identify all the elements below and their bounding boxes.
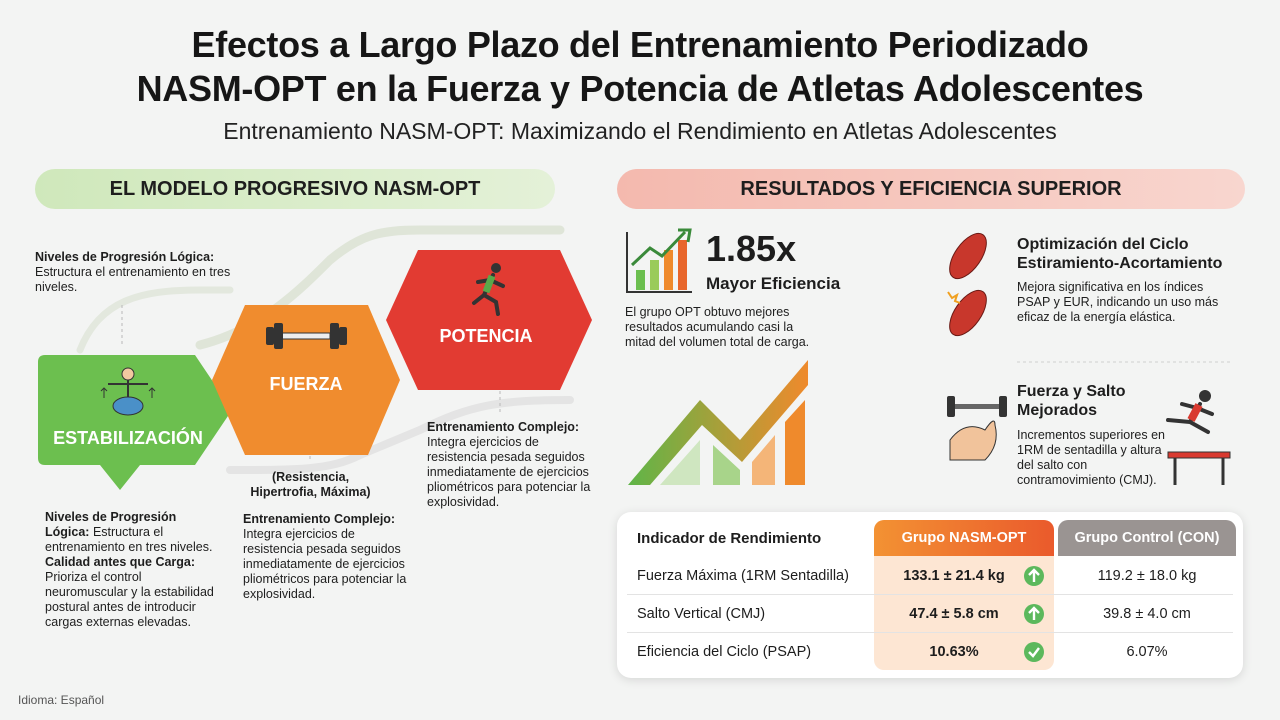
note-text: Estructura el entrenamiento en tres nive… xyxy=(35,265,231,294)
status-icons xyxy=(1024,566,1044,662)
table-header: Indicador de Rendimiento xyxy=(637,529,822,547)
row-divider xyxy=(627,594,1233,595)
title-line: NASM-OPT en la Fuerza y Potencia de Atle… xyxy=(136,68,1144,109)
note-text: Integra ejercicios de resistencia pesada… xyxy=(427,435,591,509)
feature-text: Incrementos superiores en 1RM de sentadi… xyxy=(1017,428,1165,487)
table-cell: 47.4 ± 5.8 cm xyxy=(909,606,999,622)
title-line: Efectos a Largo Plazo del Entrenamiento … xyxy=(191,24,1089,65)
table-cell: 119.2 ± 18.0 kg xyxy=(1097,568,1197,584)
table-cell: 133.1 ± 21.4 kg xyxy=(903,568,1005,584)
note-label: Calidad antes que Carga: xyxy=(45,555,196,569)
note-text: Integra ejercicios de resistencia pesada… xyxy=(243,527,407,601)
header-bg xyxy=(874,520,1054,556)
table-header: Grupo NASM-OPT xyxy=(901,530,1027,546)
row-divider xyxy=(627,632,1233,633)
table-cell: 10.63% xyxy=(929,644,979,660)
stage-label: ESTABILIZACIÓN xyxy=(53,428,203,448)
footer: Idioma: Español xyxy=(18,693,105,707)
table-cell: Eficiencia del Ciclo (PSAP) xyxy=(637,644,812,660)
stage-label: POTENCIA xyxy=(439,326,533,346)
note-label: Entrenamiento Complejo: xyxy=(243,512,396,526)
table-cell: 39.8 ± 4.0 cm xyxy=(1103,606,1191,622)
stage-note: Entrenamiento Complejo: Integra ejercici… xyxy=(427,420,597,510)
note-label: Niveles de Progresión Lógica: xyxy=(35,250,215,264)
note-label: Entrenamiento Complejo: xyxy=(427,420,580,434)
note-label: Niveles de Progresión Lógica: xyxy=(45,510,177,539)
highlight-value: 1.85x xyxy=(706,228,797,269)
highlight-text: El grupo OPT obtuvo mejores resultados a… xyxy=(625,305,810,349)
intro-note: Niveles de Progresión Lógica: Estructura… xyxy=(35,250,235,295)
feature-title: Fuerza y Salto Mejorados xyxy=(1017,383,1126,419)
stage-detail: (Resistencia, Hipertrofia, Máxima) xyxy=(250,470,371,499)
table-cell: Salto Vertical (CMJ) xyxy=(637,606,766,622)
stage-note: Niveles de Progresión Lógica: Estructura… xyxy=(45,510,220,630)
note-text: Estructura el entrenamiento en tres nive… xyxy=(45,525,213,554)
table-header: Grupo Control (CON) xyxy=(1074,530,1220,546)
stage-label: FUERZA xyxy=(269,374,343,394)
feature-title: Optimización del Ciclo Estiramiento-Acor… xyxy=(1017,236,1223,272)
section-heading: RESULTADOS Y EFICIENCIA SUPERIOR xyxy=(617,169,1245,209)
table-cell: 6.07% xyxy=(1126,644,1168,660)
stage-note: Entrenamiento Complejo: Integra ejercici… xyxy=(243,512,413,602)
section-heading: EL MODELO PROGRESIVO NASM-OPT xyxy=(35,169,555,209)
subtitle: Entrenamiento NASM-OPT: Maximizando el R… xyxy=(223,118,1057,144)
results-table: Indicador de Rendimiento Grupo NASM-OPT … xyxy=(617,512,1243,678)
table-cell: Fuerza Máxima (1RM Sentadilla) xyxy=(637,568,849,584)
highlight-label: Mayor Eficiencia xyxy=(706,274,841,293)
feature-text: Mejora significativa en los índices PSAP… xyxy=(1017,280,1219,324)
note-text: Prioriza el control neuromuscular y la e… xyxy=(45,570,214,629)
header-bg xyxy=(1058,520,1236,556)
